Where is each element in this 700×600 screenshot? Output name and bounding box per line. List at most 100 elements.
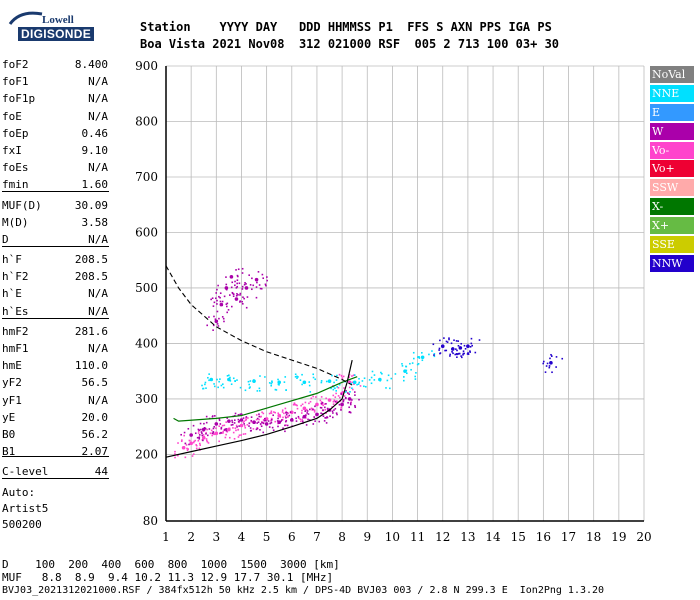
echo-point — [296, 407, 299, 410]
echo-point — [295, 417, 297, 420]
echo-point — [260, 425, 263, 428]
echo-point — [285, 419, 288, 422]
echo-point — [343, 387, 345, 389]
echo-point — [302, 416, 304, 419]
echo-point — [194, 439, 197, 442]
echo-point — [230, 383, 233, 386]
echo-point — [187, 427, 190, 430]
echo-point — [199, 422, 202, 425]
echo-point — [415, 372, 417, 374]
echo-point — [204, 427, 207, 430]
doppler-legend: NoVal NNE E W Vo- Vo+ SSW X- X+ SSE NNW — [650, 66, 694, 274]
echo-point — [232, 292, 234, 295]
echo-point — [358, 381, 361, 384]
echo-point — [332, 412, 334, 414]
echo-point — [257, 421, 260, 423]
param-group-confidence: C-level 44 — [2, 463, 108, 480]
echo-point — [249, 380, 252, 382]
echo-point — [250, 419, 253, 422]
echo-point — [261, 411, 263, 414]
echo-point — [471, 344, 474, 347]
echo-point — [260, 287, 263, 290]
echo-point — [219, 423, 222, 425]
echo-point — [390, 377, 393, 380]
echo-point — [464, 348, 467, 350]
parameter-table: foF2 8.400 foF1 N/A foF1p N/A foE N/A foEp 0.46 fx… — [2, 56, 108, 481]
echo-point — [353, 391, 356, 393]
echo-point — [299, 379, 302, 381]
echo-point — [321, 402, 324, 404]
param-key: B1 — [2, 445, 16, 459]
echo-point — [460, 342, 463, 345]
echo-point — [206, 434, 209, 437]
echo-point — [276, 420, 279, 422]
echo-point — [301, 373, 303, 376]
echo-point — [297, 376, 299, 378]
echo-point — [271, 426, 274, 429]
echo-point — [341, 377, 344, 379]
echo-point — [312, 373, 315, 376]
param-key: foEs — [2, 161, 29, 175]
param-value: N/A — [88, 287, 108, 301]
echo-point — [549, 361, 553, 365]
param-key: MUF(D) — [2, 198, 42, 212]
param-key: h`Es — [2, 304, 29, 318]
echo-point — [269, 422, 271, 425]
param-row: foF1p N/A — [2, 90, 108, 107]
ionogram-chart: 1 2 3 4 5 6 7 8 9 10 11 12 13 14 15 16 17 18 19 20802003004… — [135, 59, 652, 544]
echo-point — [237, 275, 239, 278]
echo-point — [180, 440, 183, 443]
echo-point — [418, 357, 421, 359]
echo-point — [254, 277, 259, 282]
x-tick-label: 15 — [511, 530, 526, 544]
echo-point — [210, 298, 212, 301]
echo-point — [323, 420, 326, 422]
echo-point — [312, 408, 314, 411]
echo-point — [198, 442, 201, 445]
legend-item: NoVal — [650, 66, 694, 83]
echo-point — [215, 292, 218, 294]
echo-point — [318, 420, 321, 423]
echo-point — [234, 297, 239, 301]
echo-point — [363, 385, 365, 388]
echo-point — [243, 423, 246, 425]
echo-point — [313, 411, 316, 413]
echo-point — [245, 283, 247, 285]
y-tick-label: 80 — [143, 514, 158, 528]
echo-point — [250, 416, 253, 418]
echo-point — [263, 419, 266, 422]
echo-point — [452, 352, 454, 355]
echo-point — [238, 425, 240, 427]
echo-point — [308, 384, 311, 387]
echo-point — [455, 348, 457, 350]
echo-point — [177, 454, 179, 457]
echo-point — [546, 362, 549, 365]
echo-point — [259, 429, 261, 431]
echo-point — [277, 417, 279, 420]
y-tick-label: 800 — [135, 114, 158, 128]
echo-point — [421, 352, 423, 354]
echo-point — [202, 387, 205, 390]
echo-point — [246, 296, 249, 298]
echo-point — [342, 375, 345, 378]
echo-point — [326, 416, 329, 419]
param-row: hmF1 N/A — [2, 340, 108, 357]
echo-point — [258, 387, 261, 390]
echo-point — [220, 431, 222, 434]
echo-point — [216, 288, 218, 291]
echo-point — [212, 431, 215, 433]
echo-point — [451, 347, 455, 351]
echo-point — [201, 384, 203, 387]
echo-point — [195, 447, 198, 450]
echo-point — [219, 432, 221, 435]
echo-point — [198, 434, 201, 436]
echo-point — [267, 420, 270, 422]
echo-point — [281, 411, 284, 413]
echo-point — [334, 407, 337, 410]
echo-point — [239, 423, 244, 428]
echo-point — [457, 340, 460, 342]
echo-point — [194, 432, 197, 435]
echo-point — [212, 427, 215, 430]
echo-point — [225, 276, 227, 278]
echo-point — [345, 391, 347, 393]
